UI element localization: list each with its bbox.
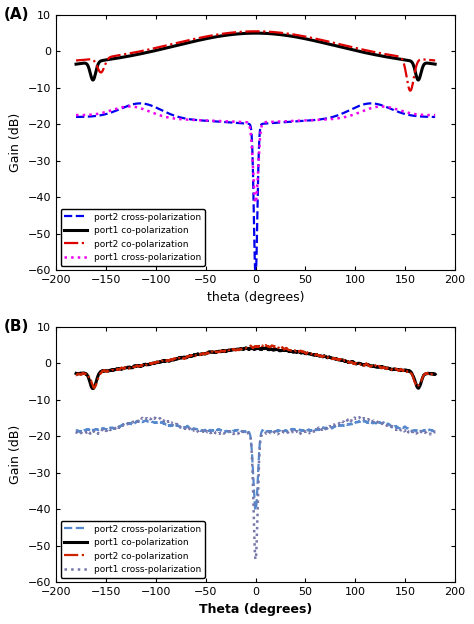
port1 cross-polarization: [208, 117, 213, 124]
Y-axis label: Gain (dB): Gain (dB): [9, 113, 22, 172]
port1 cross-polarization: [222, 117, 228, 125]
port2 cross-polarization: [208, 427, 213, 434]
port2 cross-polarization: [220, 427, 226, 435]
port1 cross-polarization: [432, 429, 438, 436]
port1 cross-polarization: [150, 414, 155, 421]
Line: port1 co-polarization: port1 co-polarization: [76, 348, 435, 389]
port2 cross-polarization: [137, 100, 143, 107]
Legend: port2 cross-polarization, port1 co-polarization, port2 co-polarization, port1 cr: port2 cross-polarization, port1 co-polar…: [61, 521, 205, 578]
Line: port2 co-polarization: port2 co-polarization: [76, 31, 435, 90]
port1 cross-polarization: [220, 117, 226, 125]
port1 cross-polarization: [253, 555, 258, 563]
port1 cross-polarization: [73, 111, 79, 119]
port1 co-polarization: [319, 39, 324, 46]
port1 cross-polarization: [319, 426, 324, 433]
port1 co-polarization: [220, 32, 226, 39]
port2 co-polarization: [432, 369, 438, 377]
port2 cross-polarization: [150, 102, 156, 110]
port1 co-polarization: [94, 376, 100, 383]
port2 co-polarization: [73, 57, 79, 64]
port1 co-polarization: [222, 348, 228, 355]
port1 cross-polarization: [150, 109, 156, 117]
port1 co-polarization: [150, 47, 155, 55]
port2 cross-polarization: [143, 417, 148, 424]
port2 co-polarization: [91, 384, 97, 392]
Text: (A): (A): [4, 7, 30, 22]
port2 co-polarization: [94, 61, 100, 69]
port1 co-polarization: [208, 348, 213, 356]
port2 co-polarization: [432, 57, 438, 64]
port1 cross-polarization: [94, 429, 100, 436]
port2 cross-polarization: [73, 427, 79, 434]
Line: port1 cross-polarization: port1 cross-polarization: [76, 417, 435, 559]
port1 cross-polarization: [253, 199, 258, 207]
port2 cross-polarization: [432, 427, 438, 435]
Line: port2 cross-polarization: port2 cross-polarization: [76, 104, 435, 270]
port2 co-polarization: [150, 45, 155, 52]
port1 co-polarization: [73, 61, 79, 68]
port2 co-polarization: [253, 27, 258, 35]
Legend: port2 cross-polarization, port1 co-polarization, port2 co-polarization, port1 cr: port2 cross-polarization, port1 co-polar…: [61, 209, 205, 266]
port2 cross-polarization: [252, 266, 258, 274]
port1 cross-polarization: [432, 111, 438, 119]
port1 co-polarization: [221, 32, 227, 39]
port1 cross-polarization: [208, 429, 213, 436]
port2 co-polarization: [208, 32, 213, 39]
port1 co-polarization: [73, 369, 79, 377]
port1 cross-polarization: [221, 429, 227, 437]
port1 co-polarization: [208, 34, 213, 42]
port1 co-polarization: [432, 61, 438, 68]
port1 cross-polarization: [94, 110, 100, 118]
X-axis label: Theta (degrees): Theta (degrees): [199, 603, 312, 616]
port1 co-polarization: [94, 65, 100, 72]
port1 co-polarization: [253, 29, 258, 37]
port1 cross-polarization: [356, 414, 362, 421]
port2 co-polarization: [208, 349, 213, 356]
port1 co-polarization: [220, 347, 226, 354]
port1 cross-polarization: [73, 428, 79, 436]
port1 cross-polarization: [319, 116, 324, 124]
port1 co-polarization: [432, 371, 438, 378]
Line: port2 cross-polarization: port2 cross-polarization: [76, 421, 435, 510]
Y-axis label: Gain (dB): Gain (dB): [9, 425, 22, 484]
port1 cross-polarization: [127, 103, 132, 110]
Text: (B): (B): [4, 319, 29, 334]
port1 co-polarization: [90, 385, 96, 392]
X-axis label: theta (degrees): theta (degrees): [207, 291, 304, 304]
port2 cross-polarization: [208, 117, 213, 125]
port2 co-polarization: [220, 348, 226, 355]
port2 co-polarization: [222, 348, 228, 355]
port2 co-polarization: [150, 359, 156, 367]
port2 cross-polarization: [94, 112, 100, 120]
port1 co-polarization: [415, 76, 421, 84]
port2 co-polarization: [73, 371, 79, 379]
port1 co-polarization: [150, 359, 156, 367]
port2 cross-polarization: [222, 427, 228, 435]
port2 co-polarization: [407, 87, 413, 94]
port2 co-polarization: [221, 30, 227, 37]
port2 cross-polarization: [222, 119, 228, 126]
port1 cross-polarization: [220, 429, 226, 436]
port2 co-polarization: [319, 353, 324, 360]
port2 co-polarization: [263, 341, 269, 349]
Line: port2 co-polarization: port2 co-polarization: [76, 345, 435, 388]
port2 cross-polarization: [220, 118, 226, 125]
port2 cross-polarization: [319, 115, 324, 123]
port2 cross-polarization: [94, 426, 100, 433]
port2 co-polarization: [94, 379, 100, 386]
port2 cross-polarization: [319, 424, 324, 432]
port2 cross-polarization: [73, 113, 79, 120]
port2 cross-polarization: [150, 418, 156, 426]
Line: port1 cross-polarization: port1 cross-polarization: [76, 107, 435, 203]
port1 co-polarization: [319, 353, 324, 360]
port2 co-polarization: [319, 36, 324, 44]
port2 cross-polarization: [253, 506, 258, 514]
port2 co-polarization: [220, 30, 226, 37]
port2 cross-polarization: [432, 113, 438, 120]
Line: port1 co-polarization: port1 co-polarization: [76, 33, 435, 80]
port1 co-polarization: [255, 344, 260, 352]
